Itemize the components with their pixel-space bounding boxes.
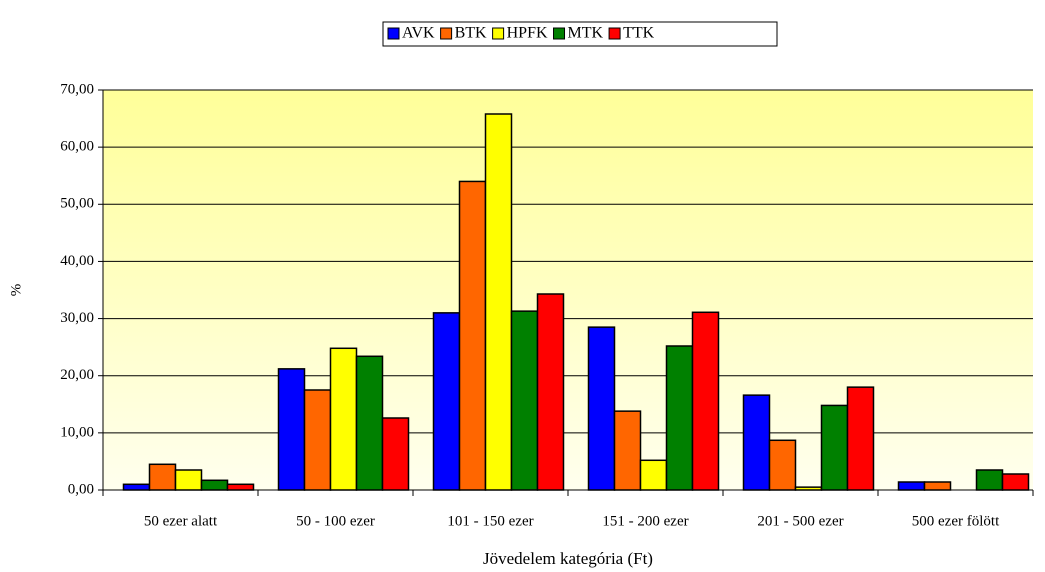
- bar: [613, 410, 642, 491]
- bar: [122, 483, 151, 491]
- bar: [458, 180, 487, 491]
- y-tick-label: 60,00: [60, 139, 94, 155]
- bar: [820, 404, 849, 491]
- x-tick-label: 500 ezer fölött: [912, 513, 1000, 529]
- bar: [174, 469, 203, 491]
- bar: [536, 293, 565, 491]
- y-tick-label: 0,00: [68, 481, 94, 497]
- bar: [355, 355, 384, 491]
- bar: [691, 311, 720, 491]
- bar: [587, 326, 616, 491]
- legend-label: TTK: [623, 25, 655, 42]
- bar: [148, 463, 177, 491]
- x-tick-label: 50 ezer alatt: [144, 513, 218, 529]
- legend-label: MTK: [568, 25, 604, 42]
- bar: [665, 345, 694, 491]
- bar: [742, 394, 771, 491]
- x-tick-label: 50 - 100 ezer: [296, 513, 375, 529]
- y-tick-label: 70,00: [60, 81, 94, 97]
- y-tick-label: 30,00: [60, 310, 94, 326]
- y-axis-label: %: [8, 284, 24, 297]
- bar: [200, 479, 229, 491]
- y-tick-label: 50,00: [60, 196, 94, 212]
- bar: [975, 469, 1004, 491]
- legend-swatch: [440, 27, 453, 40]
- x-axis-label: Jövedelem kategória (Ft): [483, 549, 653, 568]
- x-tick-label: 101 - 150 ezer: [447, 513, 533, 529]
- legend-swatch: [492, 27, 505, 40]
- legend-label: AVK: [402, 25, 435, 42]
- bar: [484, 113, 513, 491]
- legend-swatch: [387, 27, 400, 40]
- bar: [639, 459, 668, 491]
- bar: [329, 347, 358, 491]
- bar: [897, 481, 926, 491]
- bar: [923, 481, 952, 491]
- bar: [1001, 473, 1030, 491]
- y-tick-label: 40,00: [60, 253, 94, 269]
- legend-label: BTK: [455, 25, 487, 42]
- y-tick-label: 20,00: [60, 367, 94, 383]
- bar: [510, 310, 539, 491]
- x-tick-label: 151 - 200 ezer: [602, 513, 688, 529]
- legend-swatch: [608, 27, 621, 40]
- legend-label: HPFK: [507, 25, 548, 42]
- y-tick-label: 10,00: [60, 424, 94, 440]
- bar: [768, 439, 797, 491]
- bar: [432, 312, 461, 491]
- bar: [381, 417, 410, 491]
- x-tick-label: 201 - 500 ezer: [757, 513, 843, 529]
- bar: [277, 368, 306, 491]
- bar: [303, 389, 332, 491]
- bar: [846, 386, 875, 491]
- plot-area: [103, 90, 1033, 490]
- bar: [226, 483, 255, 491]
- legend-swatch: [553, 27, 566, 40]
